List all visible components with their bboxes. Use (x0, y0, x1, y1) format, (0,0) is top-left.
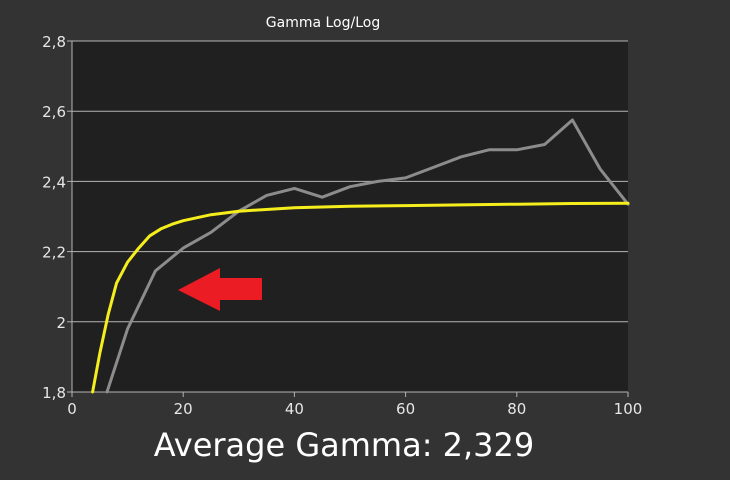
y-tick-label: 2,2 (42, 244, 66, 262)
chart-title: Gamma Log/Log (266, 15, 380, 31)
annotation-layer (178, 268, 262, 311)
series-layer (91, 118, 630, 394)
series-line-gray (105, 118, 630, 394)
x-tick-label: 80 (507, 400, 526, 418)
y-tick-label: 2,4 (42, 173, 66, 191)
average-gamma-caption: Average Gamma: 2,329 (153, 426, 535, 464)
y-tick-label: 2 (56, 314, 66, 332)
plot-area (72, 41, 628, 392)
x-tick-label: 60 (396, 400, 415, 418)
series-line-yellow (91, 201, 630, 394)
x-tick-label: 100 (614, 400, 643, 418)
x-tick-label: 40 (285, 400, 304, 418)
axes: 1,8 2 2,2 2,4 2,6 2,8 0 20 40 60 80 100 (42, 33, 642, 418)
gamma-chart: Gamma Log/Log 1,822,22,42,62,80 20 40 60 80 1… (42, 15, 642, 418)
y-tick-label: 2,6 (42, 103, 66, 121)
x-tick-label: 20 (174, 400, 193, 418)
y-tick-label: 1,8 (42, 384, 66, 402)
red-arrow-annotation (178, 268, 262, 311)
y-tick-label: 2,8 (42, 33, 66, 51)
x-tick-label: 0 (67, 400, 77, 418)
